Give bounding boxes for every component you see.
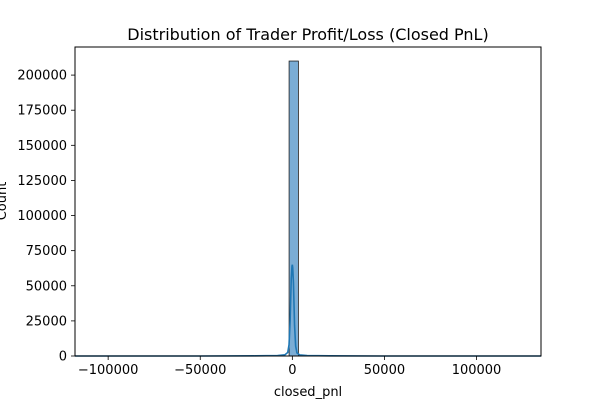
y-tick-label: 50000 xyxy=(26,279,67,294)
x-tick-label: −50000 xyxy=(174,363,226,378)
y-axis-label: Count xyxy=(0,182,10,221)
x-tick-label: 100000 xyxy=(452,363,502,378)
chart-title: Distribution of Trader Profit/Loss (Clos… xyxy=(127,25,488,44)
y-tick-label: 150000 xyxy=(17,139,67,154)
y-tick-label: 75000 xyxy=(26,244,67,259)
x-axis: −100000 −50000 0 50000 100000 xyxy=(78,356,501,378)
y-tick-label: 125000 xyxy=(17,174,67,189)
plot-frame xyxy=(74,46,542,357)
y-tick-label: 25000 xyxy=(26,314,67,329)
x-tick-label: −100000 xyxy=(78,363,139,378)
y-tick-label: 0 xyxy=(59,350,67,365)
y-tick-label: 100000 xyxy=(17,209,67,224)
x-tick-label: 0 xyxy=(288,363,296,378)
y-tick-label: 200000 xyxy=(17,69,67,84)
x-tick-label: 50000 xyxy=(364,363,405,378)
y-axis: 0 25000 50000 75000 100000 125000 150000 175000… xyxy=(17,69,75,365)
x-axis-label: closed_pnl xyxy=(274,385,342,400)
y-tick-label: 175000 xyxy=(17,104,67,119)
